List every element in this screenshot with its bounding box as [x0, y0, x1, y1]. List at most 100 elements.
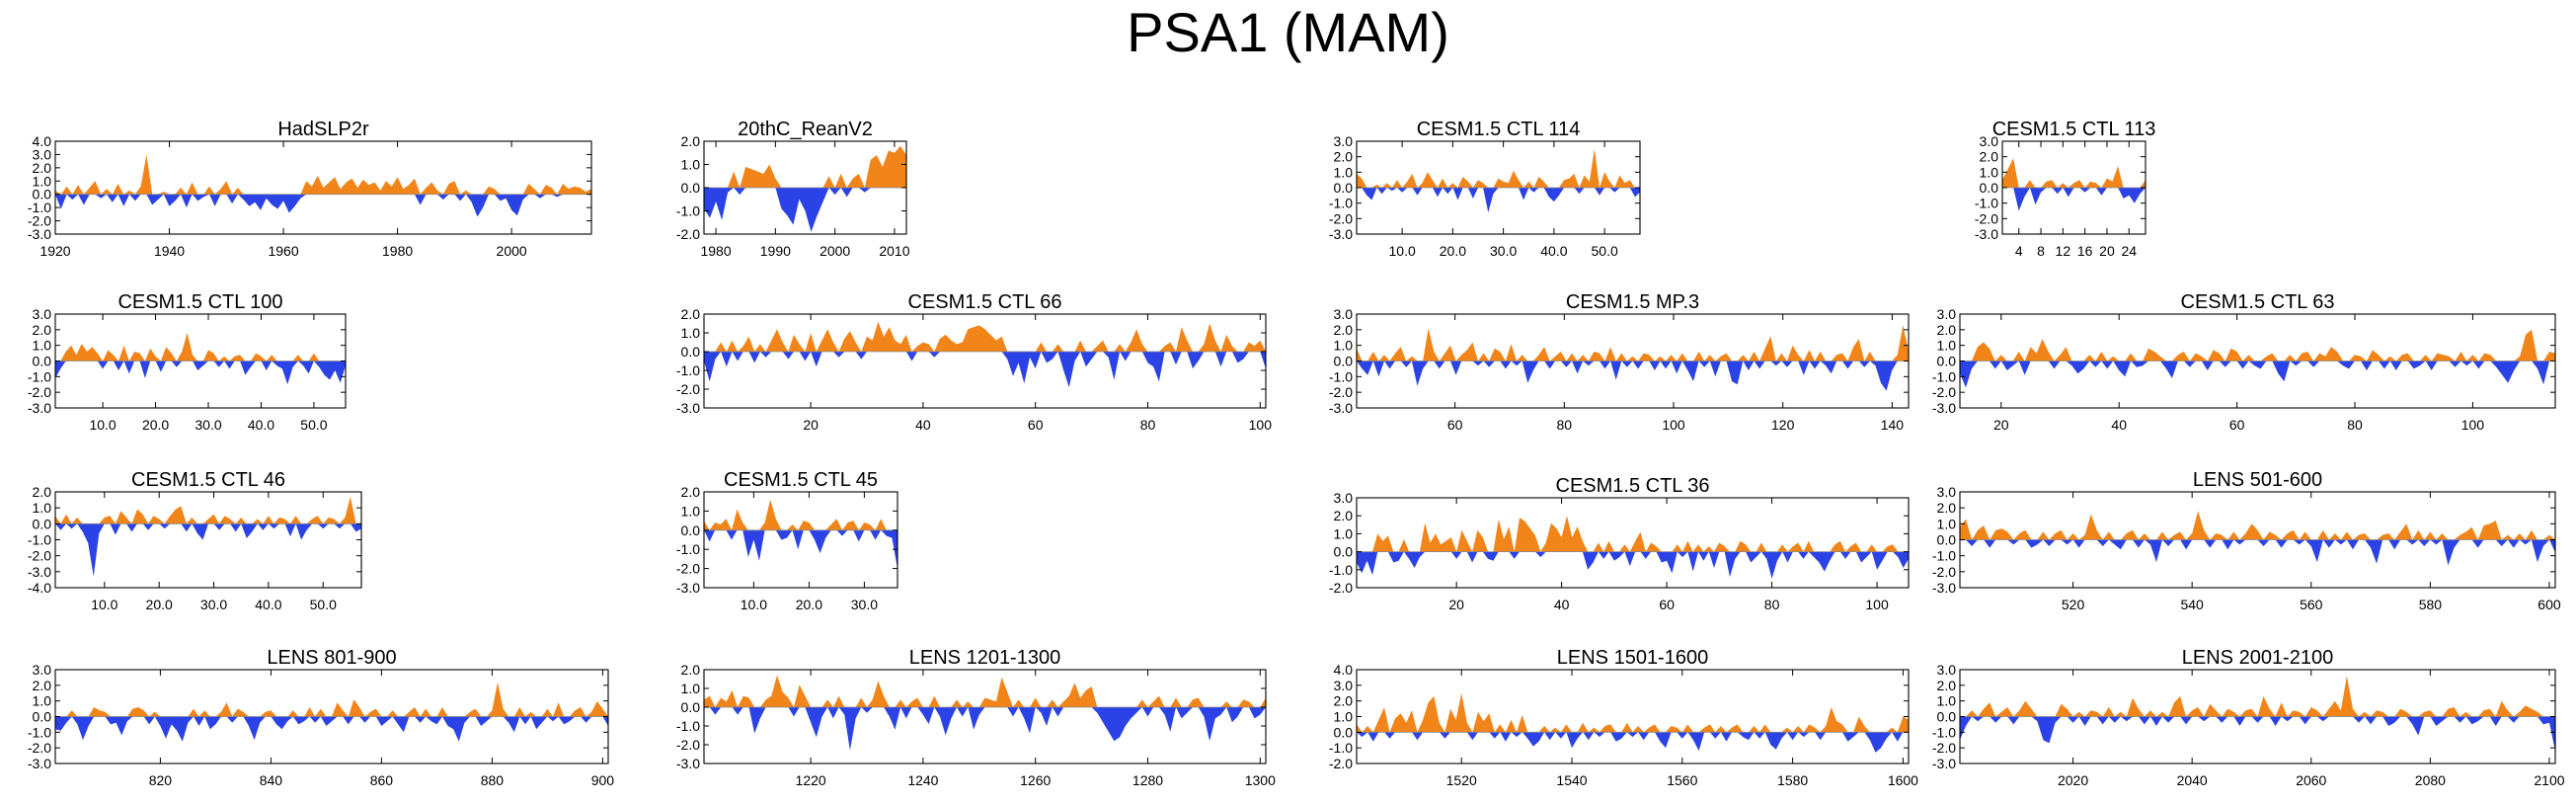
y-tick-label: -1.0	[1329, 740, 1353, 756]
x-tick-label: 40	[915, 417, 931, 433]
y-tick-label: -1.0	[1932, 368, 1956, 384]
y-tick-label: 2.0	[681, 133, 701, 149]
x-tick-label: 2020	[2058, 772, 2088, 788]
x-tick-label: 40.0	[248, 417, 274, 433]
y-tick-label: 1.0	[1334, 338, 1354, 354]
y-tick-label: -3.0	[1932, 400, 1956, 416]
chart-panel: -4.0-3.0-2.0-1.00.01.02.0 10.0 20.0 30.0 40.…	[28, 469, 362, 612]
y-tick-label: 0.0	[1937, 532, 1957, 548]
x-tick-label: 1580	[1777, 772, 1808, 788]
y-tick-label: -2.0	[1329, 580, 1353, 596]
chart-title: CESM1.5 MP.3	[1566, 291, 1699, 313]
chart-panel: -3.0 -2.0 -1.0 0.0 1.0 2.0 20 40 60 80 100 CESM1.5 …	[676, 291, 1272, 433]
x-tick-label: 880	[481, 772, 505, 788]
y-tick-label: 0.0	[1980, 180, 1999, 196]
y-tick-label: 0.0	[1937, 354, 1957, 369]
chart-panel: -3.0-2.0-1.00.01.02.03.0 60 80 100 120 140 CES…	[1329, 291, 1910, 433]
y-tick-label: 2.0	[1980, 149, 1999, 165]
y-tick-label: 2.0	[681, 662, 701, 678]
chart-title: 20thC_ReanV2	[738, 119, 873, 140]
chart-title: CESM1.5 CTL 63	[2181, 291, 2335, 313]
y-tick-label: -1.0	[28, 532, 51, 548]
y-tick-label: -3.0	[28, 564, 51, 580]
x-tick-label: 2000	[820, 243, 850, 259]
y-tick-label: 3.0	[1980, 133, 1999, 149]
y-tick-label: 1.0	[1334, 709, 1354, 725]
y-tick-label: 0.0	[33, 709, 52, 725]
x-tick-label: 10.0	[1389, 243, 1416, 259]
positive-area	[704, 675, 1266, 707]
x-tick-label: 50.0	[1592, 243, 1618, 259]
y-tick-label: -1.0	[676, 203, 700, 219]
chart-panel: -3.0-2.0-1.00.01.02.03.0 520 540 560 580 600 L…	[1932, 469, 2561, 612]
positive-area	[55, 333, 346, 361]
y-tick-label: -2.0	[28, 740, 51, 756]
chart-title: LENS 801-900	[267, 647, 396, 669]
negative-area	[1960, 716, 2555, 752]
y-tick-label: 1.0	[1334, 164, 1354, 180]
y-tick-label: -2.0	[1932, 384, 1956, 400]
y-tick-label: -3.0	[28, 226, 51, 242]
y-tick-label: 2.0	[33, 160, 52, 176]
negative-area	[704, 529, 898, 569]
x-tick-label: 860	[370, 772, 394, 788]
x-tick-label: 1280	[1132, 772, 1163, 788]
chart-title: CESM1.5 CTL 113	[1992, 119, 2156, 140]
x-tick-label: 2010	[879, 243, 909, 259]
positive-area	[55, 682, 608, 717]
x-tick-label: 1240	[907, 772, 938, 788]
positive-area	[1960, 511, 2555, 540]
x-tick-label: 24	[2121, 243, 2137, 259]
y-tick-label: 3.0	[1937, 306, 1957, 322]
x-tick-label: 580	[2419, 597, 2443, 612]
x-tick-label: 60	[1028, 417, 1044, 433]
x-tick-label: 100	[1249, 417, 1273, 433]
plot-frame	[703, 313, 1267, 409]
y-tick-label: 1.0	[681, 325, 701, 341]
y-tick-label: 2.0	[1334, 508, 1354, 523]
y-tick-label: 0.0	[1334, 724, 1354, 740]
x-tick-label: 1980	[382, 243, 413, 259]
plot-frame	[54, 140, 592, 235]
x-tick-label: 520	[2062, 597, 2085, 612]
y-tick-label: -2.0	[1329, 384, 1353, 400]
y-tick-label: 3.0	[33, 662, 52, 678]
x-tick-label: 60	[1447, 417, 1463, 433]
y-tick-label: -2.0	[28, 213, 51, 229]
x-tick-label: 540	[2180, 597, 2204, 612]
x-tick-label: 40.0	[255, 597, 281, 612]
x-tick-label: 1960	[268, 243, 298, 259]
chart-title: LENS 1201-1300	[909, 647, 1060, 669]
y-tick-label: 3.0	[1334, 306, 1354, 322]
y-tick-label: -2.0	[28, 384, 51, 400]
x-tick-label: 1940	[154, 243, 185, 259]
x-tick-label: 20	[803, 417, 819, 433]
y-tick-label: 3.0	[33, 146, 52, 162]
y-tick-label: -3.0	[28, 400, 51, 416]
y-tick-label: 3.0	[1334, 133, 1354, 149]
x-tick-label: 60	[1659, 597, 1675, 612]
x-tick-label: 20.0	[796, 597, 822, 612]
negative-area	[704, 188, 906, 232]
chart-title: HadSLP2r	[277, 119, 369, 140]
x-tick-label: 20.0	[1440, 243, 1466, 259]
y-tick-label: -1.0	[1329, 196, 1353, 211]
y-tick-label: 1.0	[33, 500, 52, 516]
y-tick-label: -1.0	[28, 724, 51, 740]
x-tick-label: 20.0	[142, 417, 169, 433]
y-tick-label: -1.0	[676, 541, 700, 557]
x-tick-label: 2040	[2177, 772, 2208, 788]
positive-area	[55, 496, 361, 524]
plot-frame	[703, 491, 898, 589]
x-tick-label: 1260	[1020, 772, 1051, 788]
y-tick-label: -1.0	[1329, 562, 1353, 578]
y-tick-label: 2.0	[33, 322, 52, 338]
x-tick-label: 1540	[1556, 772, 1587, 788]
x-tick-label: 100	[2461, 417, 2485, 433]
y-tick-label: -2.0	[676, 737, 700, 753]
y-tick-label: -3.0	[28, 756, 51, 771]
chart-title: CESM1.5 CTL 114	[1417, 119, 1581, 140]
chart-panel: -3.0-2.0-1.00.01.02.03.0 20 40 60 80 100 CESM1…	[1932, 291, 2556, 433]
y-tick-label: 1.0	[1937, 693, 1957, 709]
y-tick-label: 1.0	[1937, 516, 1957, 531]
